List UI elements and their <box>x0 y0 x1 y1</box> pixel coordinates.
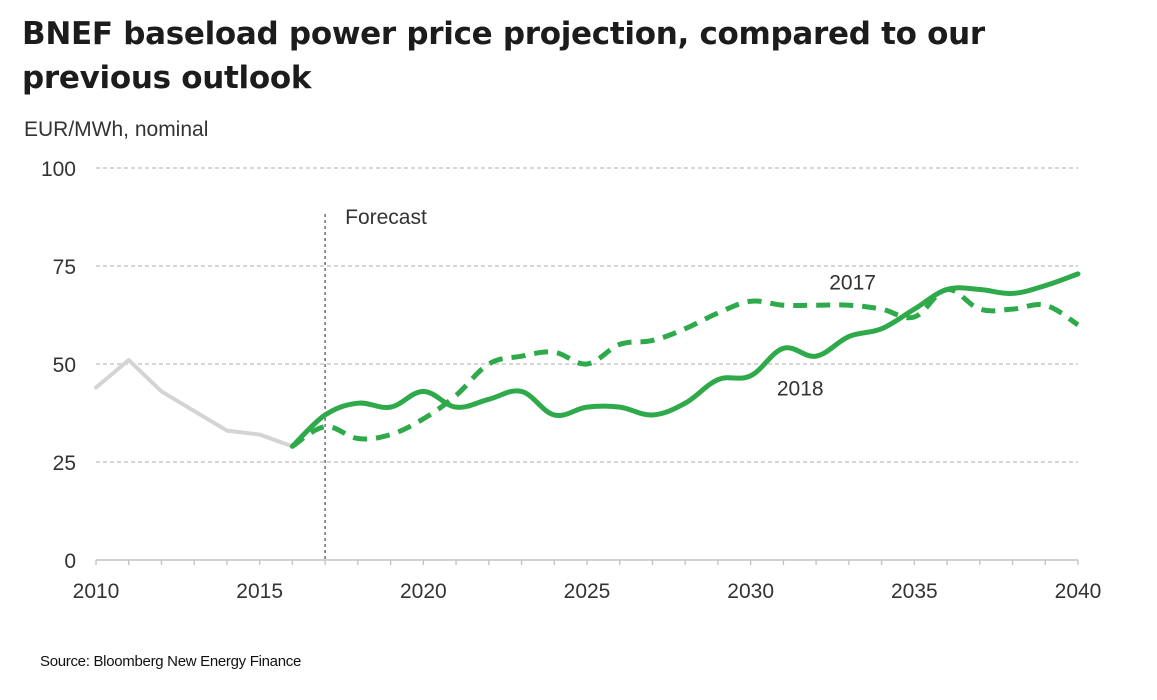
series-line-2018 <box>289 271 1081 449</box>
y-tick-label: 75 <box>53 256 76 279</box>
source-note: Source: Bloomberg New Energy Finance <box>40 653 302 670</box>
forecast-label: Forecast <box>345 206 427 229</box>
y-tick-label: 0 <box>64 550 76 573</box>
series-line-historical <box>94 358 328 449</box>
series-label-2017: 2017 <box>829 272 876 295</box>
forecast-marker: Forecast <box>324 206 427 560</box>
x-tick-label: 2015 <box>236 580 283 603</box>
y-tick-label: 25 <box>53 452 76 475</box>
gridlines <box>96 167 1078 463</box>
series-label-2018: 2018 <box>777 377 824 400</box>
x-tick-label: 2035 <box>891 580 938 603</box>
series-lines <box>94 271 1081 449</box>
series-line-2017 <box>291 287 1080 449</box>
series-labels: 2018 2017 <box>777 272 876 401</box>
x-tick-label: 2040 <box>1055 580 1102 603</box>
y-tick-label: 50 <box>53 354 76 377</box>
x-axis <box>95 559 1079 565</box>
y-axis-unit-label: EUR/MWh, nominal <box>24 118 209 141</box>
x-tick-label: 2020 <box>400 580 447 603</box>
x-tick-label: 2025 <box>564 580 611 603</box>
x-tick-label: 2030 <box>727 580 774 603</box>
y-axis-tick-labels: 0 25 50 75 100 <box>41 158 76 573</box>
chart-title: BNEF baseload power price projection, co… <box>22 16 985 96</box>
y-tick-label: 100 <box>41 158 76 181</box>
x-axis-tick-labels: 2010 2015 2020 2025 2030 2035 2040 <box>73 580 1102 603</box>
x-tick-label: 2010 <box>73 580 120 603</box>
